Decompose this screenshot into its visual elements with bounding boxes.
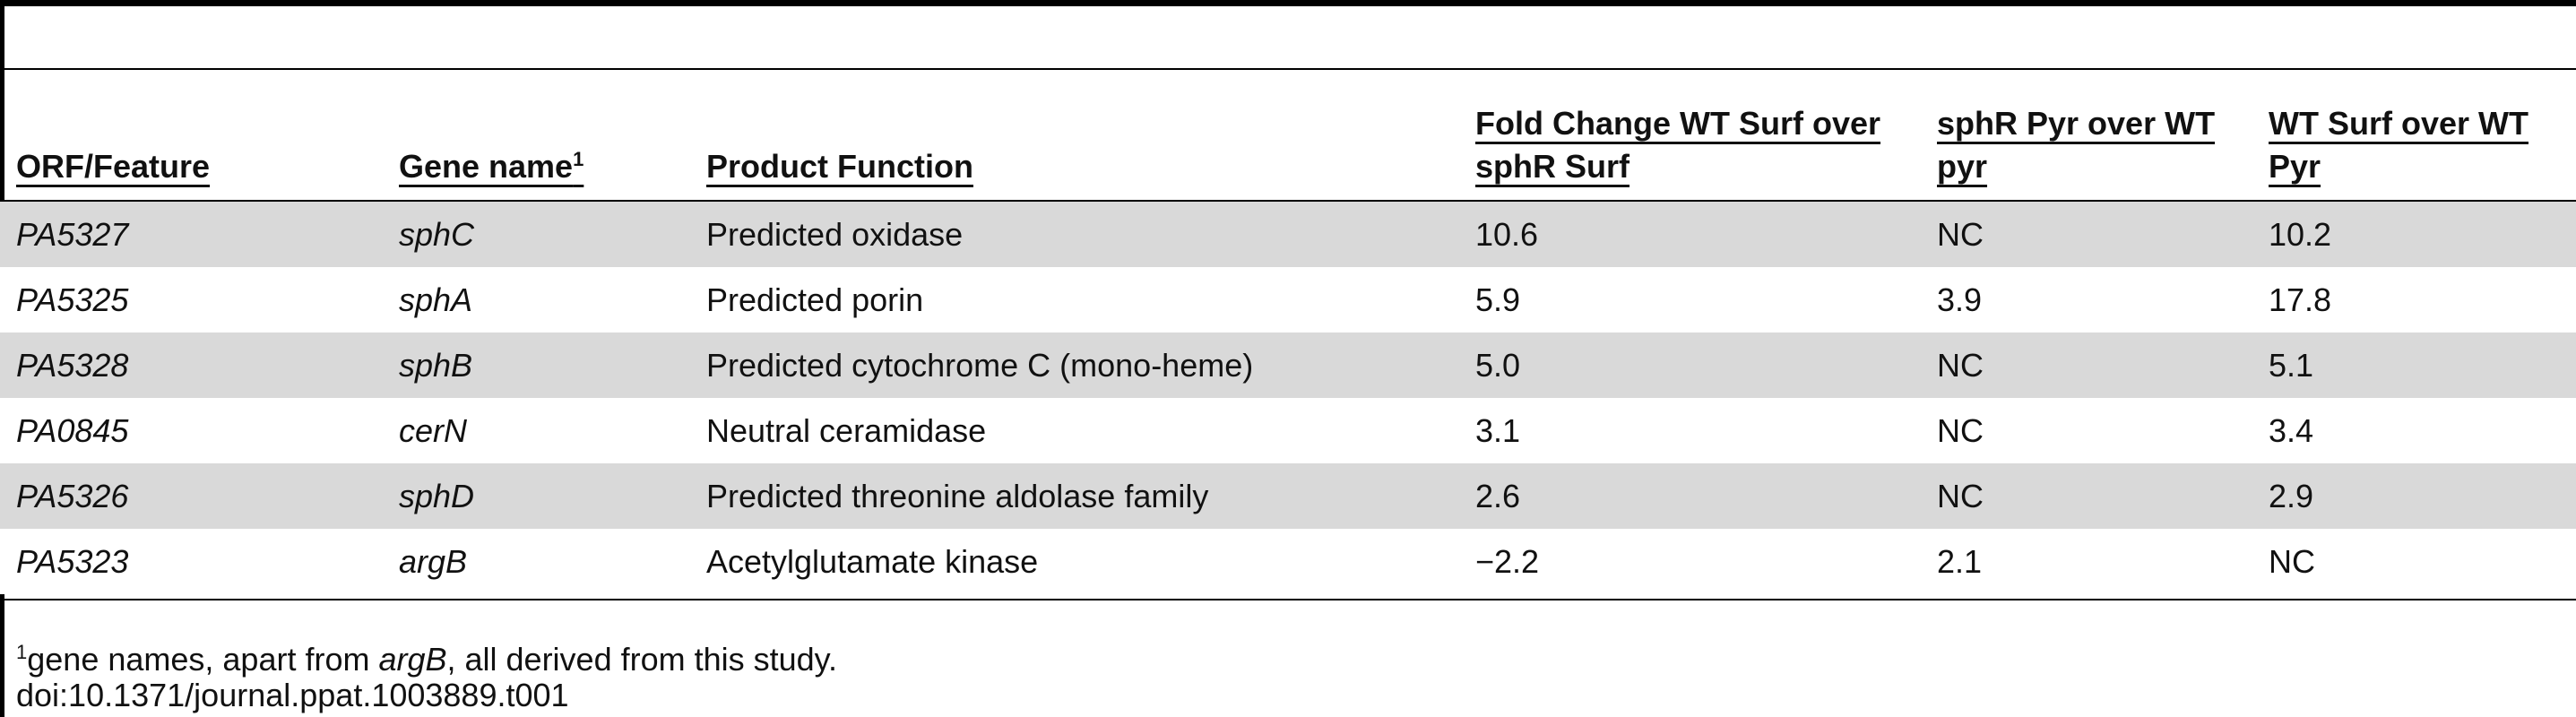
table-row: PA5323 argB Acetylglutamate kinase −2.2 2.1 N…	[0, 529, 2576, 594]
table-row: PA5325 sphA Predicted porin 5.9 3.9 17.8	[0, 267, 2576, 333]
top-rule	[0, 0, 2576, 6]
table-cell: NC	[1937, 216, 1984, 253]
table-cell: PA0845	[16, 412, 129, 449]
footnote-text: , all derived from this study.	[446, 641, 838, 678]
column-header: Product Function	[706, 148, 973, 185]
table-cell: sphA	[399, 281, 473, 318]
table-cell: 10.2	[2269, 216, 2332, 253]
rule	[0, 68, 2576, 70]
table-cell: NC	[1937, 478, 1984, 514]
doi: doi:10.1371/journal.ppat.1003889.t001	[16, 677, 569, 713]
footnote: 1gene names, apart from argB, all derive…	[16, 631, 837, 681]
table-cell: 2.6	[1475, 478, 1521, 514]
table-cell: PA5325	[16, 281, 129, 318]
table-cell: PA5328	[16, 347, 129, 384]
table-cell: Acetylglutamate kinase	[706, 543, 1039, 580]
table-cell: sphC	[399, 216, 475, 253]
table-cell: sphD	[399, 478, 475, 514]
table-row: PA5328 sphB Predicted cytochrome C (mono-h…	[0, 333, 2576, 398]
table-cell: 2.9	[2269, 478, 2314, 514]
table-cell: PA5327	[16, 216, 129, 253]
footnote-marker: 1	[16, 641, 28, 663]
table-row: PA5326 sphD Predicted threonine aldolase f…	[0, 463, 2576, 529]
table-cell: Predicted cytochrome C (mono-heme)	[706, 347, 1254, 384]
header-text: Gene name	[399, 148, 574, 185]
table-cell: NC	[2269, 543, 2315, 580]
footnote-text: argB	[378, 641, 447, 678]
rule	[0, 200, 2576, 202]
column-header: Fold Change WT Surf over sphR Surf	[1475, 105, 1881, 185]
rule	[0, 599, 2576, 600]
table-cell: 5.1	[2269, 347, 2314, 384]
table-cell: 2.1	[1937, 543, 1983, 580]
header-sup: 1	[573, 148, 584, 170]
column-header: ORF/Feature	[16, 148, 211, 185]
table-cell: 5.9	[1475, 281, 1521, 318]
column-header: WT Surf over WT Pyr	[2269, 105, 2528, 185]
table-cell: Predicted oxidase	[706, 216, 964, 253]
table-cell: −2.2	[1475, 543, 1540, 580]
column-header: sphR Pyr over WT pyr	[1937, 105, 2216, 185]
table-cell: Predicted threonine aldolase family	[706, 478, 1209, 514]
column-header: Gene name1	[399, 138, 686, 188]
table-cell: 3.9	[1937, 281, 1983, 318]
table-cell: NC	[1937, 347, 1984, 384]
table-row: PA5327 sphC Predicted oxidase 10.6 NC 10.2	[0, 202, 2576, 267]
table-row: PA0845 cerN Neutral ceramidase 3.1 NC 3.4	[0, 398, 2576, 463]
table-cell: cerN	[399, 412, 468, 449]
table-cell: PA5323	[16, 543, 129, 580]
table-cell: 5.0	[1475, 347, 1521, 384]
table-cell: sphB	[399, 347, 473, 384]
table-cell: argB	[399, 543, 468, 580]
table-cell: 10.6	[1475, 216, 1539, 253]
table-cell: Predicted porin	[706, 281, 924, 318]
footnote-text: gene names, apart from	[27, 641, 379, 678]
table-cell: NC	[1937, 412, 1984, 449]
table-cell: PA5326	[16, 478, 129, 514]
table-cell: 3.4	[2269, 412, 2314, 449]
table-cell: 3.1	[1475, 412, 1521, 449]
table-cell: 17.8	[2269, 281, 2332, 318]
table-cell: Neutral ceramidase	[706, 412, 987, 449]
